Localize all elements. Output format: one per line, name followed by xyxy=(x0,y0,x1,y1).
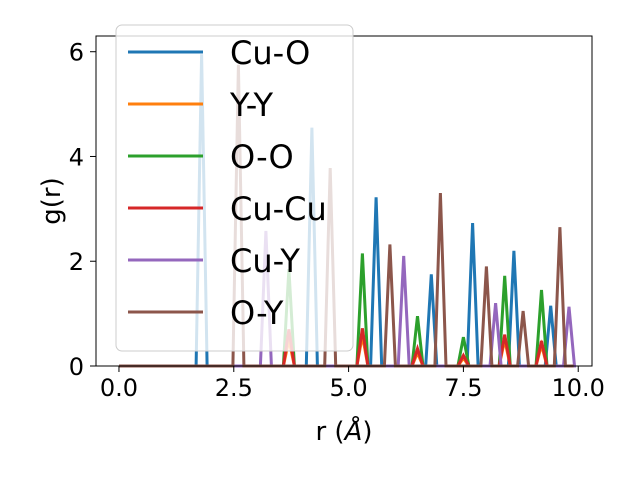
legend-label-y-y: Y-Y xyxy=(229,86,274,124)
x-axis-label-unit: Å xyxy=(343,415,363,447)
x-axis-label-end: ) xyxy=(362,417,372,447)
x-tick-label: 10.0 xyxy=(552,374,605,402)
x-tick-label: 5.0 xyxy=(330,374,368,402)
y-tick-label: 2 xyxy=(69,248,84,276)
legend-box xyxy=(115,24,354,352)
x-axis: 0.0 2.5 5.0 7.5 10.0 xyxy=(100,366,605,402)
y-tick-label: 6 xyxy=(69,39,84,67)
y-tick-label: 0 xyxy=(69,353,84,381)
x-tick-label: 7.5 xyxy=(444,374,482,402)
legend-label-o-y: O-Y xyxy=(230,294,284,332)
x-tick-label: 2.5 xyxy=(215,374,253,402)
legend-label-cu-o: Cu-O xyxy=(230,34,310,72)
y-axis-label: g(r) xyxy=(37,177,67,224)
x-axis-label: r (Å) xyxy=(315,415,372,447)
y-tick-label: 4 xyxy=(69,143,84,171)
legend: Cu-O Y-Y O-O Cu-Cu Cu-Y O-Y xyxy=(115,24,354,352)
legend-label-o-o: O-O xyxy=(230,138,294,176)
x-tick-label: 0.0 xyxy=(100,374,138,402)
legend-label-cu-y: Cu-Y xyxy=(230,242,300,280)
y-axis: 0 2 4 6 xyxy=(69,39,96,381)
x-axis-label-main: r ( xyxy=(315,417,344,447)
legend-label-cu-cu: Cu-Cu xyxy=(230,190,327,228)
